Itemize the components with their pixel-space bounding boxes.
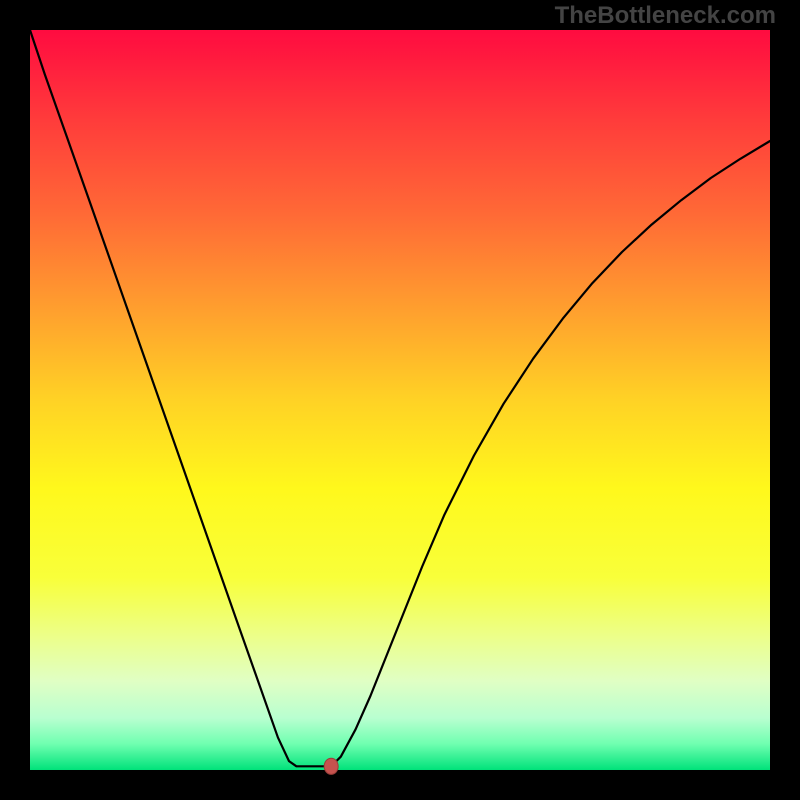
bottleneck-chart: TheBottleneck.com: [0, 0, 800, 800]
watermark-text: TheBottleneck.com: [555, 2, 776, 30]
plot-gradient-area: [30, 30, 770, 770]
